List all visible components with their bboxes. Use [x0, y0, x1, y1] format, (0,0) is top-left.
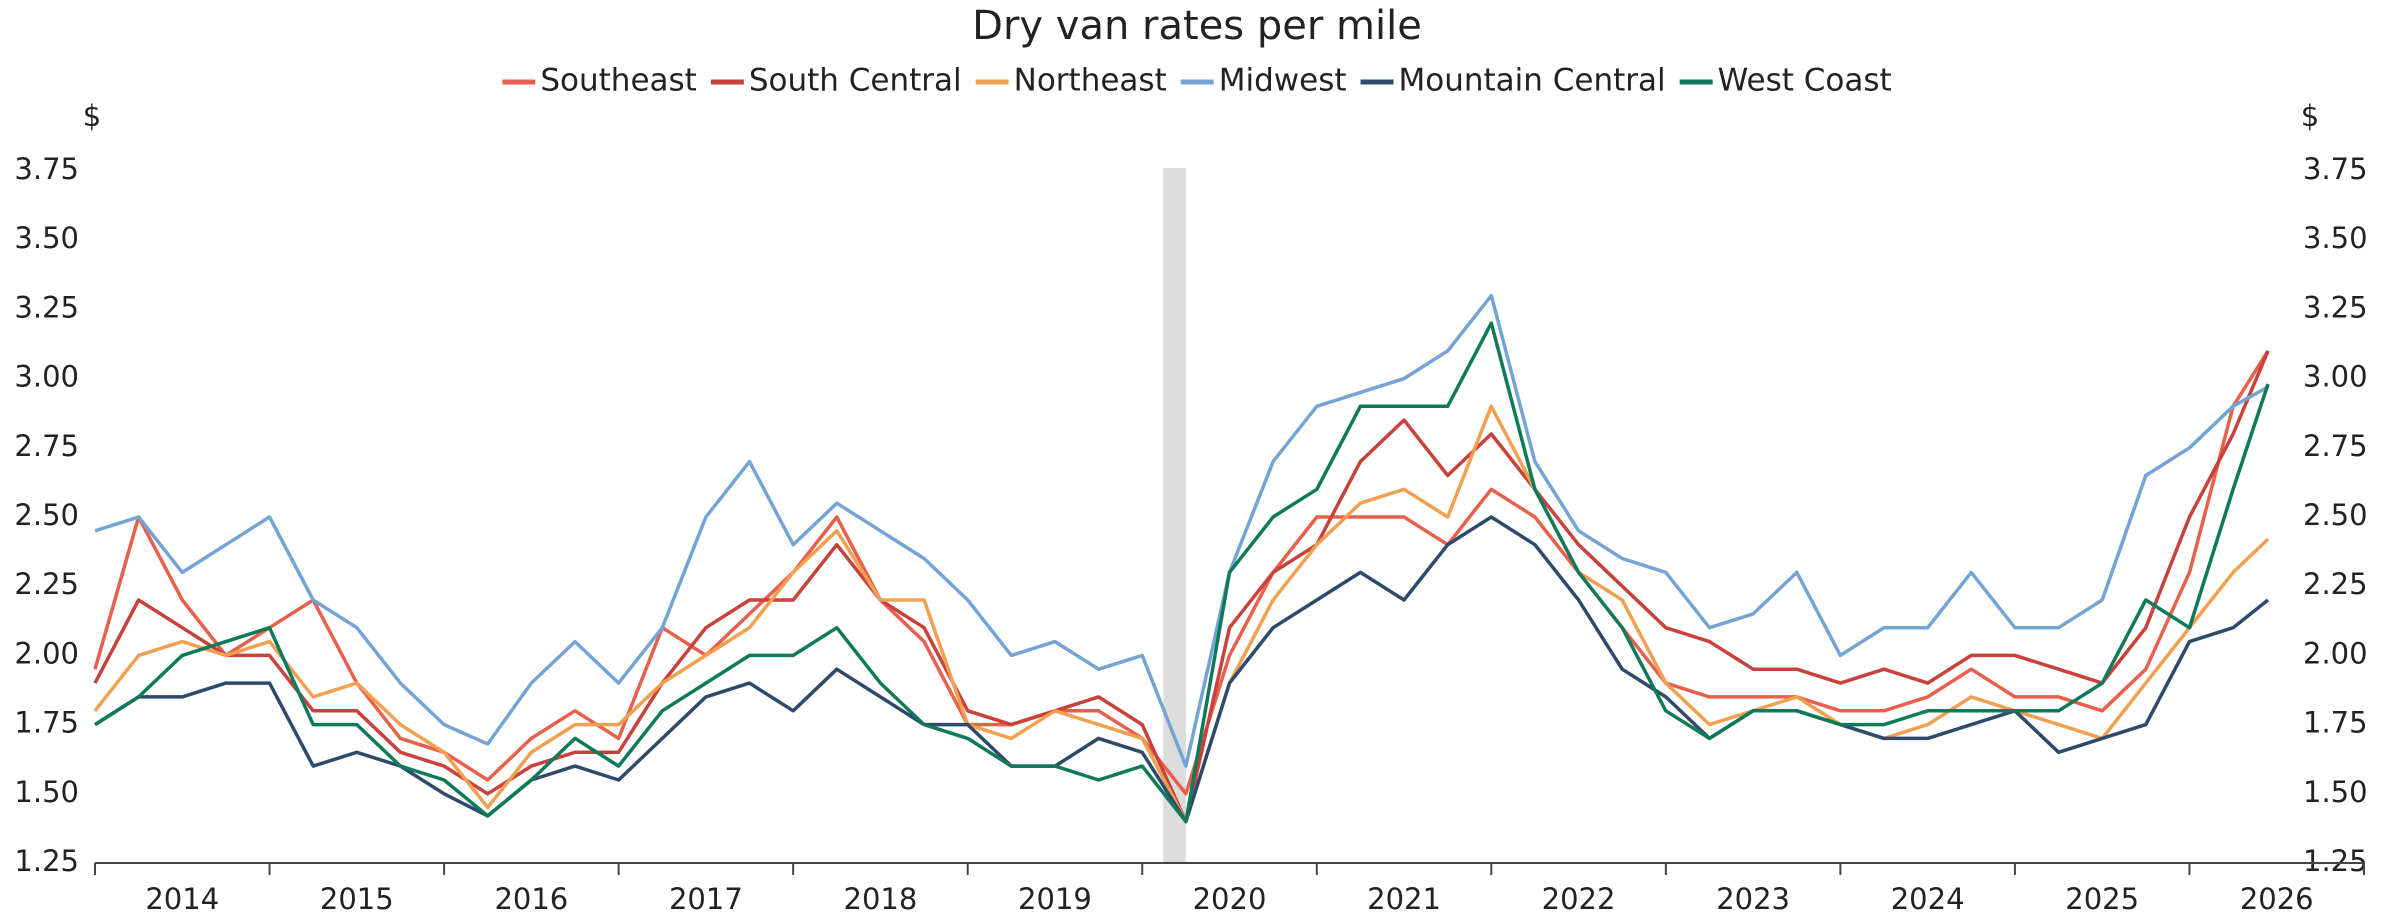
x-tick-label: 2022 [1542, 882, 1616, 916]
y-tick-label: 2.00 [14, 636, 79, 670]
x-tick-label: 2020 [1193, 882, 1267, 916]
legend-label: Midwest [1219, 63, 1347, 99]
y-unit-left: $ [83, 99, 101, 133]
y-tick-label: 3.00 [14, 360, 79, 394]
series-line [93, 349, 2270, 796]
y2-tick-label: 1.50 [2303, 775, 2368, 809]
x-tick-label: 2023 [1716, 882, 1790, 916]
y-tick-label: 1.25 [14, 844, 79, 878]
legend-label: South Central [749, 63, 962, 99]
y-tick-label: 2.25 [14, 567, 79, 601]
legend-label: West Coast [1718, 63, 1892, 99]
y2-tick-label: 2.00 [2303, 636, 2368, 670]
legend-label: Northeast [1014, 63, 1167, 99]
series-line [94, 321, 2270, 824]
chart-title: Dry van rates per mile [972, 3, 1422, 49]
y-unit-right: $ [2301, 99, 2319, 133]
y2-tick-label: 2.75 [2303, 429, 2368, 463]
y2-tick-label: 3.75 [2303, 152, 2368, 186]
y-tick-label: 1.75 [14, 706, 79, 740]
y-tick-label: 2.75 [14, 429, 79, 463]
shaded-region [1163, 168, 1186, 863]
y-tick-label: 3.50 [14, 221, 79, 255]
y2-tick-label: 1.25 [2303, 844, 2368, 878]
y-tick-label: 3.75 [14, 152, 79, 186]
legend: Southeast South Central Northeast Midwest Mo… [502, 63, 1892, 99]
y2-tick-label: 3.00 [2303, 360, 2368, 394]
y2-tick-label: 3.50 [2303, 221, 2368, 255]
x-tick-label: 2017 [669, 882, 743, 916]
y2-tick-label: 1.75 [2303, 706, 2368, 740]
x-tick-label: 2026 [2240, 882, 2314, 916]
x-tick-label: 2021 [1367, 882, 1441, 916]
y2-tick-label: 3.25 [2303, 290, 2368, 324]
x-tick-label: 2019 [1018, 882, 1092, 916]
legend-label: Southeast [540, 63, 696, 99]
y2-tick-label: 2.25 [2303, 567, 2368, 601]
x-tick-label: 2016 [494, 882, 568, 916]
legend-label: Mountain Central [1399, 63, 1666, 99]
y-tick-label: 1.50 [14, 775, 79, 809]
y-tick-label: 2.50 [14, 498, 79, 532]
x-tick-label: 2018 [844, 882, 918, 916]
y-tick-label: 3.25 [14, 290, 79, 324]
y2-tick-label: 2.50 [2303, 498, 2368, 532]
x-tick-label: 2015 [320, 882, 394, 916]
x-tick-label: 2014 [145, 882, 219, 916]
series-line [94, 293, 2269, 768]
x-tick-label: 2025 [2065, 882, 2139, 916]
x-tick-label: 2024 [1891, 882, 1965, 916]
